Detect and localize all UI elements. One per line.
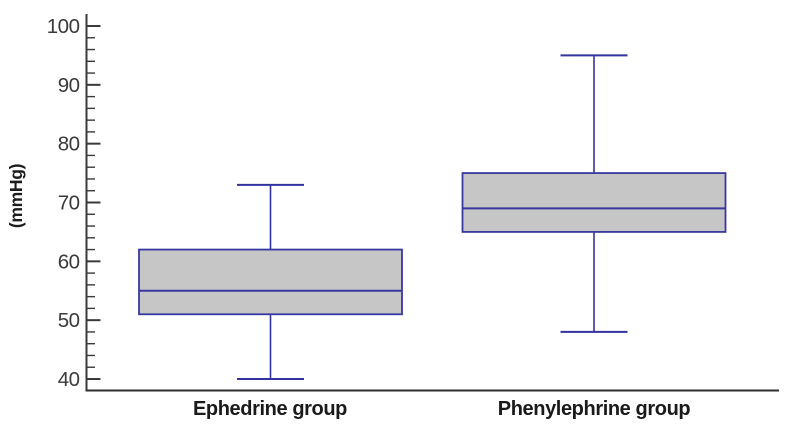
- box-series: [138, 54, 727, 380]
- y-tick-label: 90: [58, 74, 80, 97]
- y-tick-label: 100: [47, 15, 80, 38]
- y-tick-label: 70: [58, 192, 80, 215]
- y-tick-label: 60: [58, 250, 80, 273]
- category-label-ephedrine: Ephedrine group: [193, 398, 347, 420]
- category-label-phenylephrine: Phenylephrine group: [498, 398, 691, 420]
- y-tick-label: 40: [58, 368, 80, 391]
- iqr-box-ephedrine-group: [138, 248, 403, 316]
- y-axis: 40 50 60 70 80 90 100: [47, 15, 101, 391]
- iqr-box-phenylephrine-group: [461, 172, 727, 233]
- y-tick-label: 80: [58, 133, 80, 156]
- y-axis-title: (mmHg): [6, 164, 26, 228]
- y-tick-label: 50: [58, 309, 80, 332]
